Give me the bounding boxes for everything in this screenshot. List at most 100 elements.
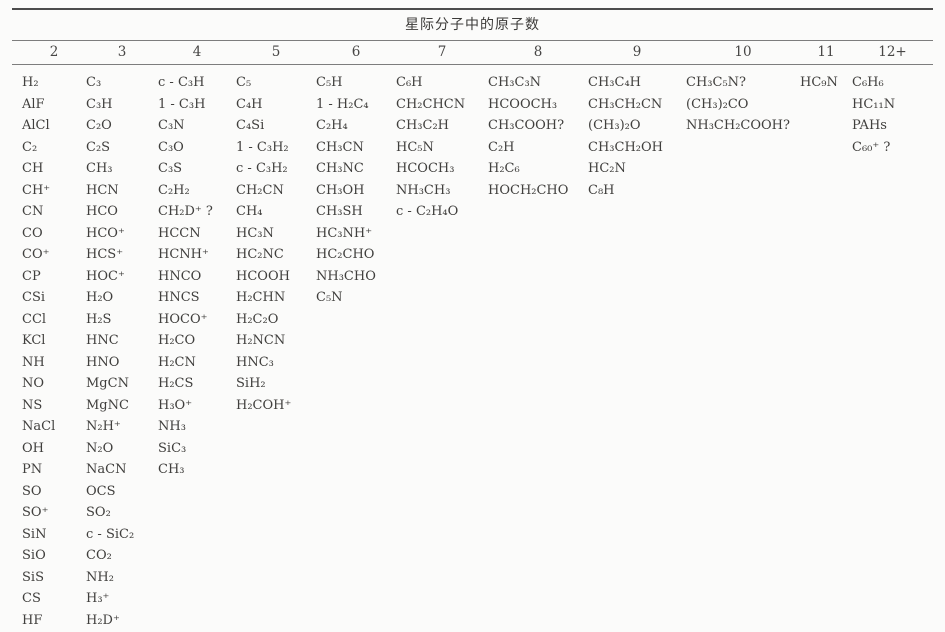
molecule-cell: CN [22, 204, 44, 219]
column-6: C₅H 1 - H₂C₄ C₂H₄ CH₃CN CH₃NC CH₃OH CH₃SH HC₃NH… [316, 72, 396, 631]
molecule-cell: HC₂N [588, 161, 626, 176]
molecule-cell: SiO [22, 548, 46, 563]
molecule-cell: NO [22, 376, 45, 391]
molecule-cell: CO [22, 225, 43, 241]
column-8: CH₃C₃N HCOOCH₃ CH₃COOH? C₂H H₂C₆ HOCH₂CHO [488, 72, 588, 631]
molecule-cell: CH₃COOH? [488, 118, 565, 133]
header-row: 2 3 4 5 6 7 8 9 10 11 12+ [12, 41, 933, 64]
molecule-cell: HNCS [158, 290, 200, 305]
column-11: HC₉N [800, 72, 852, 631]
molecule-cell: C₅H [316, 75, 343, 90]
molecule-cell: CH₃NC [316, 161, 364, 176]
molecule-cell: CO⁺ [22, 247, 50, 262]
molecule-cell: C₄Si [236, 118, 265, 133]
molecule-cell: HC₂CHO [316, 247, 375, 262]
molecule-cell: CH₃C₂H [396, 118, 449, 133]
molecule-cell: C₆₀⁺ ? [852, 139, 891, 155]
molecule-cell: PN [22, 462, 43, 477]
molecule-cell: NaCN [86, 462, 127, 477]
molecule-cell: H₂C₂O [236, 311, 279, 327]
molecule-cell: H₂O [86, 290, 114, 305]
molecule-cell: CH₃C₃N [488, 75, 542, 90]
table-body: H₂ AlF AlCl C₂ CH CH⁺ CN CO CO⁺ CP CSi CCl KCl NH NO NS… [12, 65, 933, 631]
molecule-cell: OCS [86, 483, 116, 499]
molecule-cell: CH₃C₄H [588, 75, 641, 90]
title-divider [12, 40, 933, 41]
molecule-cell: SO [22, 483, 42, 499]
molecule-cell: C₂S [86, 139, 111, 155]
molecule-cell: OH [22, 440, 44, 456]
column-header-2: 2 [49, 44, 59, 60]
molecule-cell: 1 - C₃H [158, 96, 206, 112]
molecule-cell: N₂O [86, 440, 114, 456]
molecule-cell: AlCl [22, 118, 50, 133]
column-3: C₃ C₃H C₂O C₂S CH₃ HCN HCO HCO⁺ HCS⁺ HOC⁺ H₂O H₂S HN… [86, 72, 158, 631]
molecule-cell: HC₃N [236, 225, 274, 241]
molecule-cell: NH [22, 354, 45, 370]
molecule-cell: CH⁺ [22, 182, 51, 198]
molecule-cell: CH₃ [158, 462, 185, 477]
molecule-cell: HOCH₂CHO [488, 182, 569, 198]
molecule-cell: CP [22, 268, 41, 284]
molecule-cell: (CH₃)₂CO [686, 96, 749, 112]
molecule-cell: H₂ [22, 75, 39, 90]
column-2: H₂ AlF AlCl C₂ CH CH⁺ CN CO CO⁺ CP CSi CCl KCl NH NO NS… [22, 72, 86, 631]
molecule-cell: CO₂ [86, 548, 112, 563]
molecule-cell: CH₂CN [236, 182, 284, 198]
molecule-cell: MgCN [86, 376, 129, 391]
molecule-cell: H₃O⁺ [158, 397, 193, 413]
top-rule [12, 8, 933, 10]
column-5: C₅ C₄H C₄Si 1 - C₃H₂ c - C₃H₂ CH₂CN CH₄ HC₃N HC₂… [236, 72, 316, 631]
molecule-cell: HOC⁺ [86, 268, 125, 284]
molecule-cell: CS [22, 591, 41, 606]
molecule-cell: N₂H⁺ [86, 419, 121, 434]
molecule-cell: CH [22, 161, 44, 176]
molecule-cell: MgNC [86, 397, 129, 413]
column-header-12plus: 12+ [878, 44, 907, 60]
molecule-cell: C₆H₆ [852, 75, 884, 90]
molecule-cell: NaCl [22, 419, 56, 434]
molecule-cell: CH₃SH [316, 204, 363, 219]
molecule-cell: HNC [86, 333, 119, 348]
molecule-cell: 1 - H₂C₄ [316, 96, 369, 112]
molecule-cell: H₂CHN [236, 290, 286, 305]
molecule-cell: CH₃CH₂CN [588, 96, 663, 112]
column-header-6: 6 [351, 44, 361, 60]
column-7: C₆H CH₂CHCN CH₃C₂H HC₅N HCOCH₃ NH₃CH₃ c - C₂H₄… [396, 72, 488, 631]
molecule-cell: HC₁₁N [852, 96, 896, 112]
molecule-cell: KCl [22, 333, 46, 348]
molecule-cell: C₂H [488, 139, 515, 155]
molecule-cell: H₂CS [158, 376, 194, 391]
molecule-cell: C₂O [86, 118, 112, 133]
molecule-cell: CH₃CN [316, 139, 364, 155]
molecule-cell: HCO⁺ [86, 225, 125, 241]
molecule-cell: SO₂ [86, 505, 111, 520]
column-4: c - C₃H 1 - C₃H C₃N C₃O C₃S C₂H₂ CH₂D⁺ ? HCCN HC… [158, 72, 236, 631]
molecule-cell: NH₂ [86, 569, 114, 585]
column-9: CH₃C₄H CH₃CH₂CN (CH₃)₂O CH₃CH₂OH HC₂N C₈H [588, 72, 686, 631]
molecule-cell: C₃N [158, 118, 185, 133]
molecule-cell: HCCN [158, 225, 201, 241]
molecule-cell: CH₃CH₂OH [588, 139, 663, 155]
column-header-4: 4 [192, 44, 202, 60]
column-header-3: 3 [117, 44, 127, 60]
molecule-cell: HNCO [158, 268, 202, 284]
molecule-cell: C₃H [86, 96, 113, 112]
molecule-cell: C₅ [236, 75, 252, 90]
molecule-cell: c - C₂H₄O [396, 204, 459, 219]
molecule-cell: HCOOCH₃ [488, 96, 558, 112]
molecule-cell: SiH₂ [236, 376, 266, 391]
molecule-cell: C₆H [396, 75, 423, 90]
molecule-cell: HCOOH [236, 268, 290, 284]
molecule-cell: CCl [22, 311, 47, 327]
molecule-cell: HC₉N [800, 75, 838, 90]
header-divider [12, 64, 933, 65]
molecule-cell: HNO [86, 354, 120, 370]
molecule-cell: SO⁺ [22, 505, 49, 520]
molecule-cell: (CH₃)₂O [588, 118, 641, 133]
column-header-9: 9 [632, 44, 642, 60]
molecule-cell: C₃S [158, 161, 183, 176]
molecule-cell: H₂NCN [236, 333, 286, 348]
molecule-cell: c - C₃H [158, 75, 205, 90]
